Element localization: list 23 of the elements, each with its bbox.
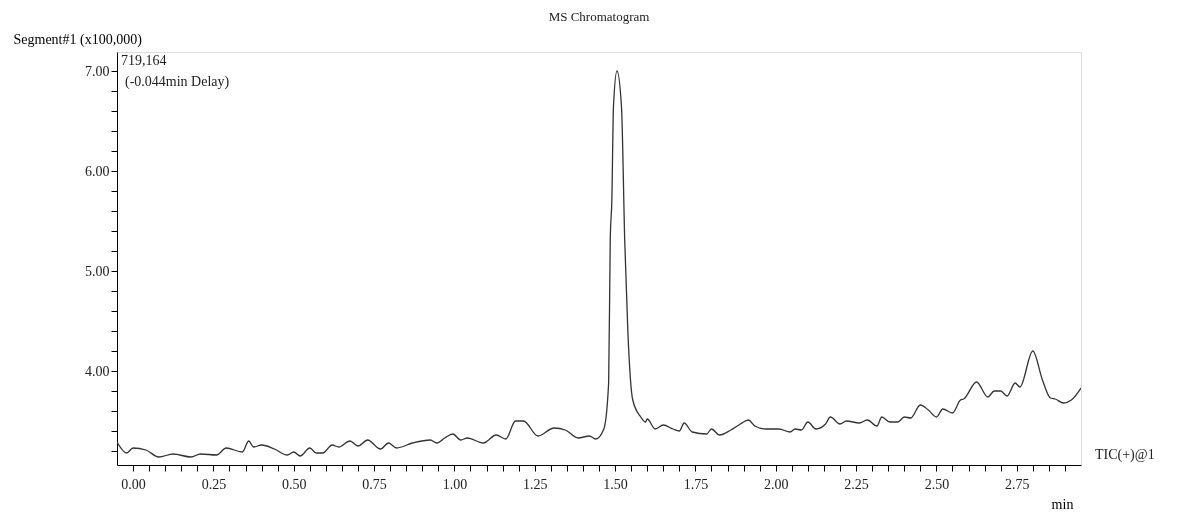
annotation: (-0.044min Delay) (125, 74, 230, 90)
line-series (117, 70, 1081, 458)
x-tick-label: 0.00 (121, 476, 146, 492)
y-tick-label: 5.00 (85, 263, 110, 279)
x-tick-label: 1.75 (683, 476, 709, 492)
chart-title: MS Chromatogram (548, 9, 650, 24)
x-tick-label: 0.25 (201, 476, 227, 492)
y-tick-label: 4.00 (85, 363, 110, 379)
x-tick-label: 1.00 (442, 476, 468, 492)
x-tick-label: 0.75 (362, 476, 387, 492)
x-tick-label: 2.75 (1004, 476, 1030, 492)
x-axis-title: min (1051, 496, 1074, 512)
text: TIC(+)@1 (1095, 447, 1155, 463)
x-tick-label: 1.25 (522, 476, 548, 492)
y-tick-label: 6.00 (85, 163, 110, 179)
x-tick-label: 0.50 (281, 476, 307, 492)
x-tick-label: 2.00 (763, 476, 789, 492)
y-axis-title: Segment#1 (x100,000) (13, 31, 143, 48)
x-tick-label: 1.50 (603, 476, 628, 492)
x-tick-label: 2.25 (844, 476, 869, 492)
annotation: 719,164 (121, 53, 167, 68)
y-tick-label: 7.00 (85, 63, 110, 79)
x-tick-label: 2.50 (924, 476, 950, 492)
